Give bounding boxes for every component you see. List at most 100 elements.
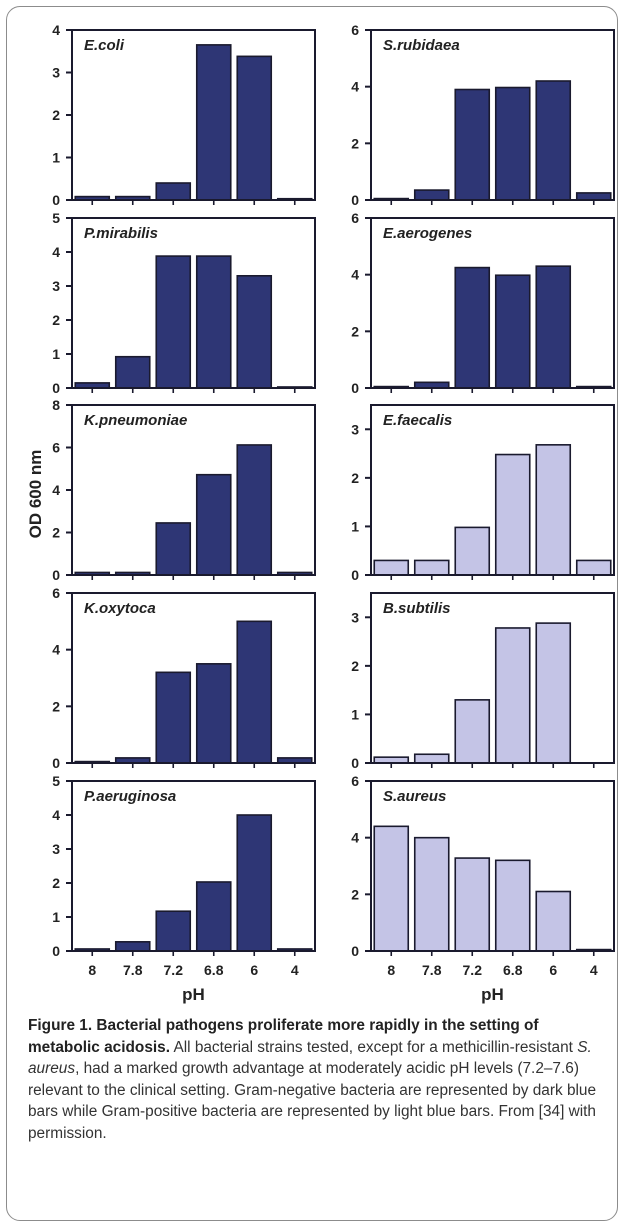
- plot-frame: [370, 780, 615, 952]
- y-tick-label: 5: [52, 773, 60, 789]
- y-tick-label: 4: [351, 79, 359, 95]
- panel-e-coli: 0 1 2 3 4 E.coli: [52, 22, 316, 208]
- bar-7.2: [155, 255, 192, 389]
- bar-6.8: [494, 274, 531, 389]
- bar-6.8: [195, 44, 232, 201]
- y-tick-label: 2: [52, 525, 60, 541]
- panel-b-subtilis: 0 1 2 3 B.subtilis: [351, 592, 615, 771]
- bar-6: [535, 622, 572, 764]
- bar-7.2: [155, 182, 192, 201]
- bar-6.8: [195, 663, 232, 764]
- panel-k-oxytoca: 0 2 4 6 K.oxytoca: [52, 585, 316, 771]
- y-tick-label: 5: [52, 210, 60, 226]
- plot-frame: [71, 29, 316, 201]
- panel-p-aeruginosa: 0 1 2 3 4 5 8 7.8 7.2 6.8 6 4 P.aeruginosa: [52, 773, 316, 978]
- x-tick-label: 8: [387, 962, 395, 978]
- x-tick-label: 7.2: [164, 962, 184, 978]
- panel-e-faecalis: 0 1 2 3 E.faecalis: [351, 404, 615, 583]
- x-tick-label: 4: [291, 962, 299, 978]
- bar-7.2: [454, 857, 491, 952]
- x-axis-title-left: pH: [182, 985, 205, 1004]
- y-tick-label: 2: [351, 886, 359, 902]
- plot-frame: [370, 592, 615, 764]
- y-tick-label: 0: [52, 380, 60, 396]
- plot-frame: [370, 217, 615, 389]
- panel-title: E.coli: [84, 37, 125, 54]
- y-tick-label: 2: [52, 698, 60, 714]
- panel-title: E.aerogenes: [383, 225, 472, 242]
- bar-7.2: [155, 522, 192, 576]
- bar-6.8: [195, 881, 232, 952]
- y-tick-label: 6: [52, 440, 60, 456]
- panel-title: P.mirabilis: [84, 225, 158, 242]
- panel-title: K.oxytoca: [84, 600, 156, 617]
- y-tick-label: 3: [52, 841, 60, 857]
- bar-7.8: [413, 753, 450, 764]
- y-tick-label: 1: [52, 150, 60, 166]
- y-tick-label: 0: [52, 567, 60, 583]
- bar-7.2: [454, 526, 491, 576]
- bar-6: [236, 274, 273, 389]
- y-tick-label: 2: [52, 875, 60, 891]
- y-tick-label: 4: [351, 830, 359, 846]
- bar-6: [236, 620, 273, 764]
- panel-title: K.pneumoniae: [84, 412, 187, 429]
- panel-s-rubidaea: 0 2 4 6 S.rubidaea: [351, 22, 615, 208]
- bar-6.8: [494, 453, 531, 576]
- figure-caption: Figure 1. Bacterial pathogens proliferat…: [28, 1015, 608, 1144]
- bar-7.2: [155, 910, 192, 952]
- bar-7.2: [454, 266, 491, 389]
- bar-6.8: [494, 86, 531, 201]
- caption-text-2: , had a marked growth advantage at moder…: [28, 1060, 597, 1142]
- y-tick-label: 1: [351, 518, 359, 534]
- y-tick-label: 6: [351, 210, 359, 226]
- x-tick-label: 6.8: [503, 962, 523, 978]
- bar-7.8: [114, 355, 151, 389]
- y-tick-label: 1: [52, 346, 60, 362]
- y-tick-label: 6: [351, 773, 359, 789]
- panel-title: P.aeruginosa: [84, 788, 176, 805]
- bar-7.2: [155, 671, 192, 764]
- bar-6: [236, 55, 273, 201]
- y-tick-label: 0: [351, 567, 359, 583]
- y-tick-label: 0: [351, 755, 359, 771]
- bar-6: [535, 265, 572, 389]
- figure-frame: [6, 6, 618, 1221]
- bar-7.8: [413, 189, 450, 201]
- bar-7.8: [114, 941, 151, 952]
- bar-6: [535, 80, 572, 201]
- y-tick-label: 3: [52, 278, 60, 294]
- panel-title: S.aureus: [383, 788, 446, 805]
- plot-frame: [71, 780, 316, 952]
- y-tick-label: 1: [52, 909, 60, 925]
- plot-frame: [370, 29, 615, 201]
- caption-text-1: All bacterial strains tested, except for…: [173, 1038, 573, 1056]
- y-tick-label: 0: [351, 943, 359, 959]
- plot-frame: [71, 592, 316, 764]
- y-tick-label: 3: [351, 609, 359, 625]
- panel-title: E.faecalis: [383, 412, 452, 429]
- bar-6.8: [195, 255, 232, 389]
- bar-7.2: [454, 699, 491, 764]
- y-axis-title: OD 600 nm: [26, 450, 45, 539]
- bar-8: [373, 825, 410, 952]
- x-tick-label: 7.2: [463, 962, 483, 978]
- bar-7.8: [413, 836, 450, 952]
- bar-6: [535, 444, 572, 576]
- y-tick-label: 0: [351, 192, 359, 208]
- y-tick-label: 2: [351, 658, 359, 674]
- x-tick-label: 6.8: [204, 962, 224, 978]
- caption-title: Figure 1. Bacterial pathogens proliferat…: [28, 1017, 539, 1056]
- plot-frame: [370, 404, 615, 576]
- y-tick-label: 4: [52, 807, 60, 823]
- x-tick-label: 6: [250, 962, 258, 978]
- y-tick-label: 4: [52, 482, 60, 498]
- y-tick-label: 0: [351, 380, 359, 396]
- y-tick-label: 6: [351, 22, 359, 38]
- x-tick-label: 8: [88, 962, 96, 978]
- bar-6: [535, 890, 572, 952]
- panel-p-mirabilis: 0 1 2 3 4 5 P.mirabilis: [52, 210, 316, 396]
- bar-6: [236, 814, 273, 952]
- bar-4: [575, 192, 612, 201]
